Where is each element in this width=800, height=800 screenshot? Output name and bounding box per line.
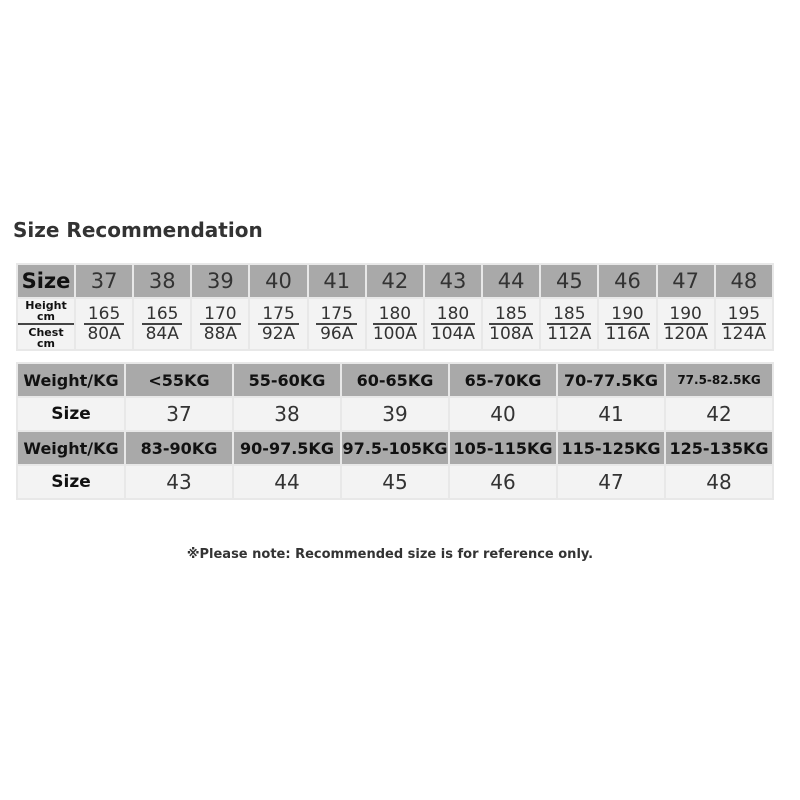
size-cell: 38 (132, 263, 193, 299)
height-chest-cell: 185 112A (539, 297, 600, 351)
size-cell: 38 (232, 396, 342, 432)
height-value: 180 (430, 305, 476, 325)
size-cell: 42 (664, 396, 774, 432)
chest-value: 84A (145, 324, 179, 344)
height-chest-cell: 195 124A (713, 297, 775, 351)
disclaimer-note: ※Please note: Recommended size is for re… (186, 547, 594, 562)
size-height-chest-table: Size 37 38 39 40 41 42 43 44 45 46 47 48 Height cm Che… (16, 263, 775, 351)
height-chest-cell: 165 84A (132, 297, 193, 351)
weight-range-cell: 70-77.5KG (556, 362, 666, 398)
size-cell: 37 (124, 396, 234, 432)
height-value: 195 (721, 305, 766, 325)
page-title: Size Recommendation (13, 218, 263, 242)
chest-value: 96A (320, 324, 354, 344)
size-cell: 39 (190, 263, 251, 299)
size-cell: 40 (448, 396, 558, 432)
size-cell: 46 (448, 464, 558, 500)
height-value: 190 (663, 305, 708, 325)
weight-range-cell: 97.5-105KG (340, 430, 450, 466)
height-chest-cell: 190 116A (597, 297, 658, 351)
size-cell: 39 (340, 396, 450, 432)
height-value: 165 (142, 305, 183, 325)
weight-range-cell: 55-60KG (232, 362, 342, 398)
chest-value: 108A (489, 324, 534, 344)
height-chest-cell: 190 120A (655, 297, 716, 351)
size-cell: 48 (664, 464, 774, 500)
height-value: 165 (83, 305, 125, 325)
chest-value: 112A (547, 324, 592, 344)
weight-range-cell: 105-115KG (448, 430, 558, 466)
weight-range-cell: 65-70KG (448, 362, 558, 398)
weight-label: Weight/KG (16, 430, 126, 466)
size-cell: 44 (481, 263, 542, 299)
size-cell: 45 (340, 464, 450, 500)
size-cell: 43 (124, 464, 234, 500)
size-cell: 41 (306, 263, 367, 299)
height-value: 170 (200, 305, 241, 325)
height-chest-cell: 185 108A (481, 297, 542, 351)
weight-range-cell: <55KG (124, 362, 234, 398)
weight-range-cell: 125-135KG (664, 430, 774, 466)
weight-range-cell: 60-65KG (340, 362, 450, 398)
height-value: 180 (372, 305, 417, 325)
size-cell: 42 (364, 263, 425, 299)
size-cell: 47 (556, 464, 666, 500)
size-cell: 45 (539, 263, 600, 299)
size-cell: 46 (597, 263, 658, 299)
chest-value: 88A (203, 324, 238, 344)
weight-label: Weight/KG (16, 362, 126, 398)
chest-value: 100A (372, 324, 417, 344)
height-chest-label: Height cm Chest cm (16, 297, 76, 351)
height-chest-cell: 170 88A (190, 297, 251, 351)
chest-value: 116A (605, 324, 650, 344)
size-cell: 41 (556, 396, 666, 432)
chest-value: 104A (430, 324, 476, 344)
size-cell: 40 (248, 263, 309, 299)
size-cell: 47 (655, 263, 716, 299)
chest-value: 124A (721, 324, 766, 344)
height-value: 190 (605, 305, 650, 325)
height-value: 175 (258, 305, 299, 325)
height-chest-cell: 175 96A (306, 297, 367, 351)
size-cell: 44 (232, 464, 342, 500)
height-value: 185 (547, 305, 592, 325)
weight-range-cell: 115-125KG (556, 430, 666, 466)
chest-value: 92A (261, 324, 296, 344)
height-chest-cell: 175 92A (248, 297, 309, 351)
height-chest-cell: 180 104A (422, 297, 484, 351)
weight-range-cell: 83-90KG (124, 430, 234, 466)
size-label: Size (16, 464, 126, 500)
height-chest-cell: 180 100A (364, 297, 425, 351)
size-cell: 48 (713, 263, 775, 299)
height-chest-cell: 165 80A (73, 297, 135, 351)
weight-range-cell: 90-97.5KG (232, 430, 342, 466)
height-value: 185 (489, 305, 534, 325)
size-cell: 43 (422, 263, 484, 299)
size-cell: 37 (73, 263, 135, 299)
weight-size-table: Weight/KG <55KG 55-60KG 60-65KG 65-70KG 70-77… (16, 362, 774, 500)
weight-range-cell: 77.5-82.5KG (664, 362, 774, 398)
size-label: Size (16, 263, 76, 299)
height-value: 175 (316, 305, 357, 325)
chest-value: 120A (663, 324, 708, 344)
chest-value: 80A (87, 324, 121, 344)
size-label: Size (16, 396, 126, 432)
